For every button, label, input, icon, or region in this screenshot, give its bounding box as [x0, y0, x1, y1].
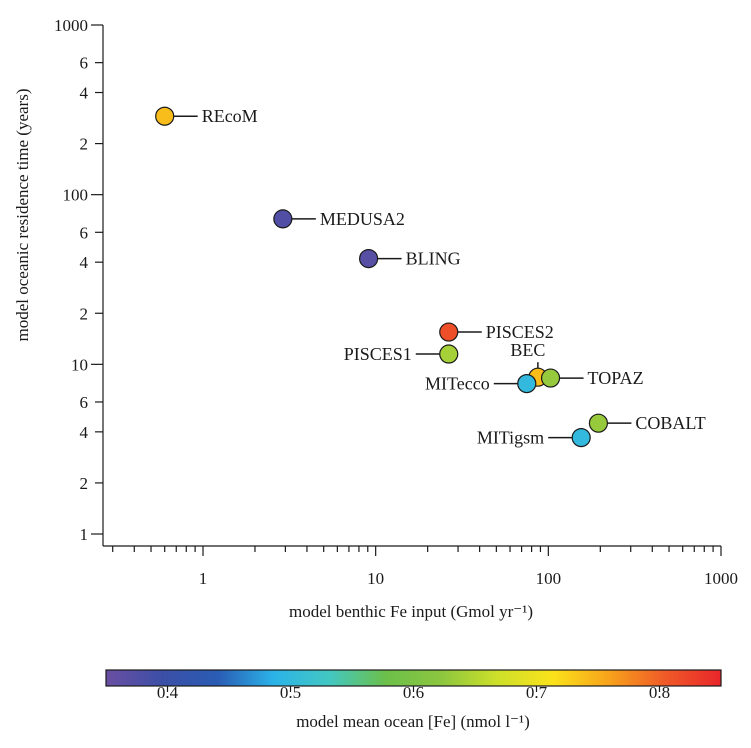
x-tick-label: 100: [536, 569, 562, 588]
y-tick-label: 100: [63, 186, 89, 205]
colorbar-title: model mean ocean [Fe] (nmol l⁻¹): [296, 712, 530, 731]
y-tick-label: 1: [80, 525, 89, 544]
point-pisces1: [439, 344, 459, 364]
point-bling: [358, 248, 379, 269]
y-tick-label: 4: [80, 423, 89, 442]
y-tick-label: 2: [80, 474, 89, 493]
point-medusa2: [273, 209, 293, 229]
y-tick-label: 2: [80, 304, 89, 323]
y-axis-title: model oceanic residence time (years): [13, 89, 32, 342]
point-label-recom: REcoM: [202, 106, 258, 126]
colorbar-tick-label: 0.8: [649, 683, 670, 702]
x-axis-title: model benthic Fe input (Gmol yr⁻¹): [289, 602, 533, 621]
colorbar-tick-label: 0.7: [526, 683, 548, 702]
data-points: [155, 106, 609, 448]
x-tick-label: 10: [367, 569, 384, 588]
point-label-pisces2: PISCES2: [486, 322, 554, 342]
point-label-bling: BLING: [406, 249, 461, 269]
point-label-mitigsm: MITigsm: [477, 428, 544, 448]
y-tick-label: 4: [80, 253, 89, 272]
point-mitigsm: [571, 427, 591, 448]
point-pisces2: [439, 322, 459, 342]
y-tick-label: 6: [80, 393, 89, 412]
point-label-cobalt: COBALT: [635, 413, 705, 433]
colorbar: 0.4 0.5 0.6 0.7 0.8: [105, 669, 722, 702]
colorbar-tick-label: 0.4: [157, 683, 179, 702]
point-mitecco: [517, 373, 537, 394]
point-recom: [155, 106, 175, 126]
point-label-bec: BEC: [510, 340, 545, 360]
y-tick-label: 1000: [54, 16, 88, 35]
colorbar-tick-label: 0.5: [280, 683, 301, 702]
point-cobalt: [588, 413, 609, 433]
point-label-mitecco: MITecco: [425, 374, 490, 394]
point-topaz: [540, 368, 561, 388]
y-tick-label: 6: [80, 223, 89, 242]
plot-axes: 1 10 100 1000 1 2 4 6 10 2 4 6 100 2 4 6 1000: [54, 16, 738, 588]
y-tick-label: 6: [80, 54, 89, 73]
leader-lines: [173, 115, 632, 439]
x-tick-label: 1: [199, 569, 208, 588]
y-tick-label: 10: [71, 355, 88, 374]
x-tick-label: 1000: [704, 569, 738, 588]
point-label-pisces1: PISCES1: [344, 344, 412, 364]
point-label-medusa2: MEDUSA2: [320, 209, 405, 229]
colorbar-tick-label: 0.6: [403, 683, 424, 702]
point-label-topaz: TOPAZ: [588, 368, 644, 388]
y-tick-label: 2: [80, 135, 89, 154]
y-tick-label: 4: [80, 84, 89, 103]
